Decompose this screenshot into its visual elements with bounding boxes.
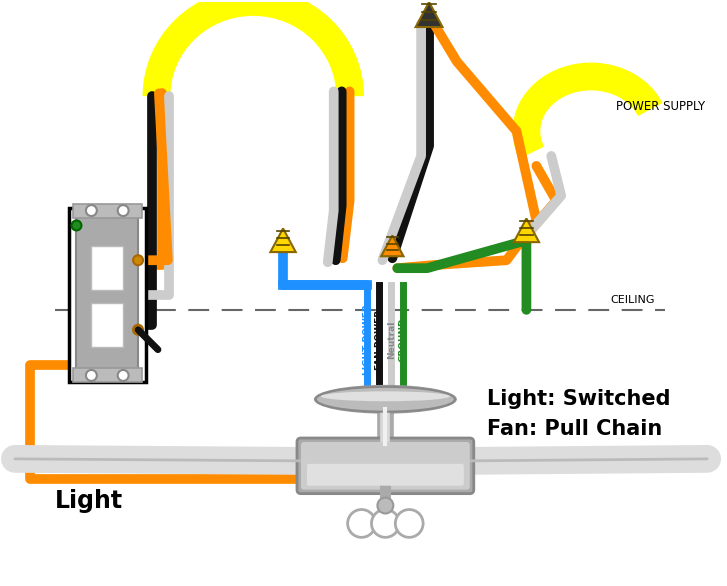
- Circle shape: [371, 509, 399, 537]
- FancyBboxPatch shape: [301, 442, 470, 490]
- Text: FAN POWER: FAN POWER: [375, 309, 384, 370]
- Circle shape: [395, 509, 423, 537]
- FancyBboxPatch shape: [307, 464, 464, 486]
- Text: Fan: Pull Chain: Fan: Pull Chain: [486, 419, 662, 439]
- Polygon shape: [381, 236, 403, 256]
- FancyBboxPatch shape: [297, 438, 474, 493]
- Bar: [68, 207, 146, 383]
- Text: POWER SUPPLY: POWER SUPPLY: [616, 100, 705, 113]
- Bar: [73, 369, 142, 383]
- Ellipse shape: [321, 391, 450, 401]
- Ellipse shape: [316, 387, 455, 412]
- Text: Light: Light: [55, 489, 123, 513]
- Circle shape: [133, 325, 143, 335]
- Circle shape: [118, 370, 129, 381]
- Text: GROUND: GROUND: [398, 318, 408, 362]
- Circle shape: [86, 370, 97, 381]
- Polygon shape: [416, 2, 443, 27]
- Circle shape: [133, 255, 143, 265]
- Polygon shape: [514, 219, 539, 242]
- Circle shape: [71, 220, 81, 230]
- Circle shape: [348, 509, 375, 537]
- Circle shape: [86, 205, 97, 216]
- Circle shape: [118, 205, 129, 216]
- Bar: [76, 216, 138, 374]
- Bar: [73, 203, 142, 217]
- Bar: [92, 303, 123, 347]
- Ellipse shape: [314, 385, 457, 414]
- Circle shape: [377, 498, 393, 513]
- Bar: [92, 246, 123, 290]
- Text: Neutral: Neutral: [387, 321, 395, 359]
- Text: CEILING: CEILING: [611, 295, 655, 305]
- Polygon shape: [270, 229, 296, 252]
- Text: Light: Switched: Light: Switched: [486, 389, 670, 410]
- Text: LIGHT POWER: LIGHT POWER: [363, 304, 372, 375]
